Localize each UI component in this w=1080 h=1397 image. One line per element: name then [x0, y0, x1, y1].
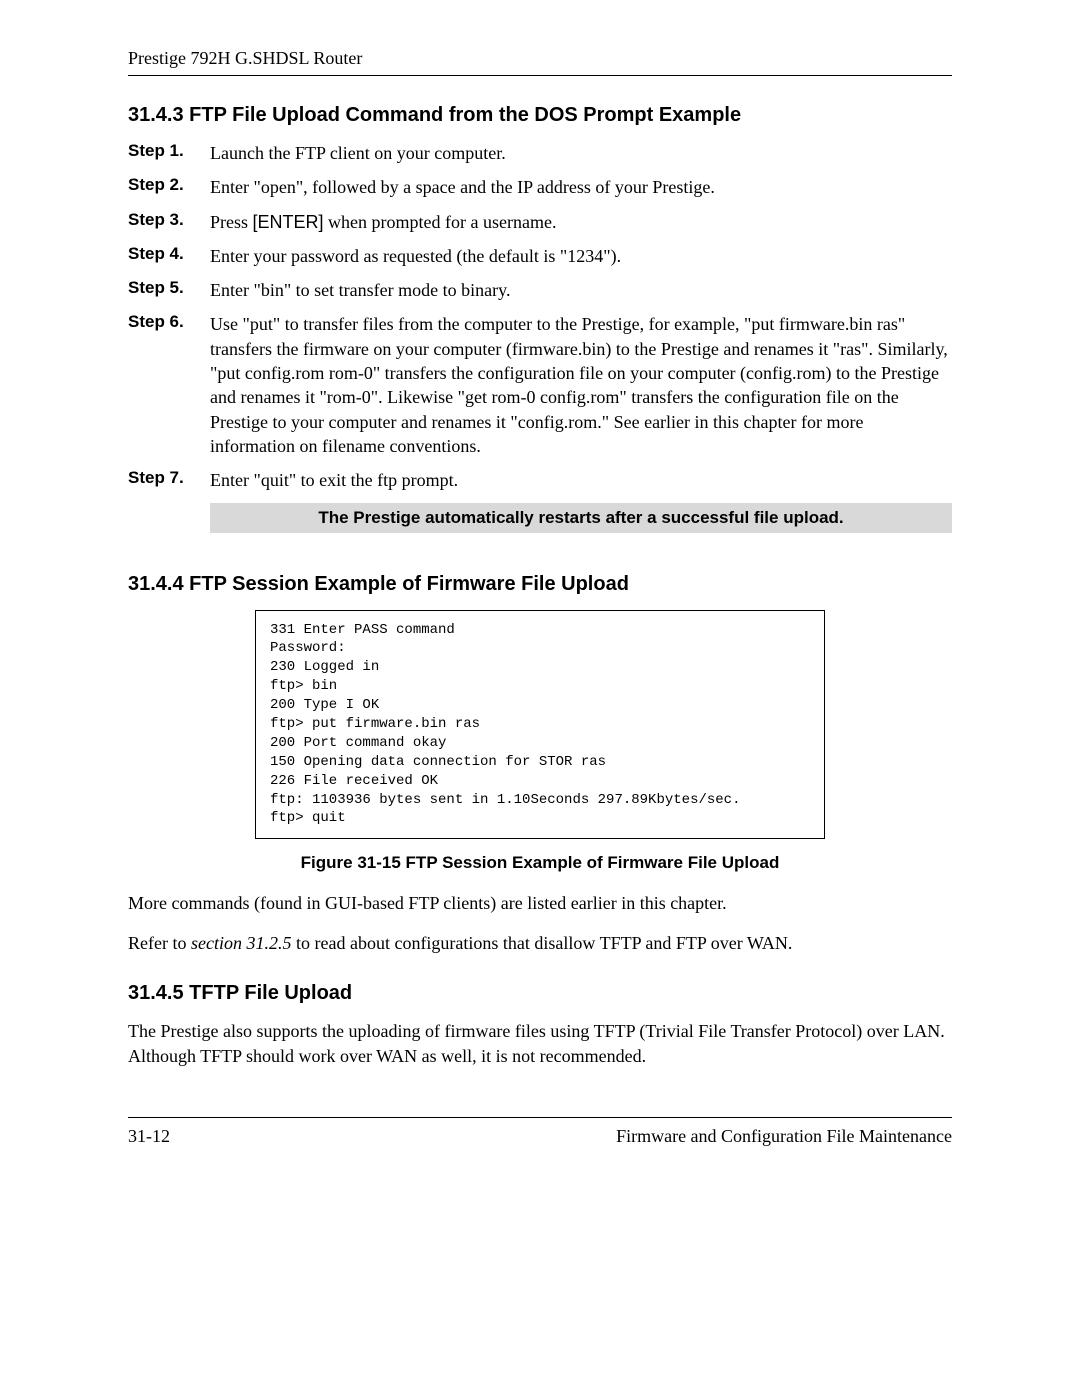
para-text: Refer to	[128, 933, 191, 953]
step-row: Step 1. Launch the FTP client on your co…	[128, 141, 952, 165]
running-header: Prestige 792H G.SHDSL Router	[128, 48, 952, 76]
section-title: TFTP File Upload	[189, 982, 352, 1004]
step-row: Step 4. Enter your password as requested…	[128, 244, 952, 268]
step-row: Step 6. Use "put" to transfer files from…	[128, 312, 952, 458]
section-heading-3144: 31.4.4 FTP Session Example of Firmware F…	[128, 573, 952, 596]
step-row: Step 7. Enter "quit" to exit the ftp pro…	[128, 468, 952, 492]
step-label: Step 7.	[128, 468, 210, 488]
section-title: FTP File Upload Command from the DOS Pro…	[189, 104, 741, 126]
step-body: Enter "open", followed by a space and th…	[210, 175, 952, 199]
footer-chapter-title: Firmware and Configuration File Maintena…	[616, 1126, 952, 1147]
step-row: Step 2. Enter "open", followed by a spac…	[128, 175, 952, 199]
step-label: Step 1.	[128, 141, 210, 161]
step-label: Step 6.	[128, 312, 210, 332]
section-number: 31.4.3	[128, 104, 184, 126]
step-body: Enter your password as requested (the de…	[210, 244, 952, 268]
section-number: 31.4.4	[128, 573, 184, 595]
body-paragraph: The Prestige also supports the uploading…	[128, 1019, 952, 1069]
step-body: Enter "bin" to set transfer mode to bina…	[210, 278, 952, 302]
step-label: Step 5.	[128, 278, 210, 298]
step-label: Step 3.	[128, 210, 210, 230]
body-paragraph: More commands (found in GUI-based FTP cl…	[128, 891, 952, 916]
para-text: to read about configurations that disall…	[291, 933, 792, 953]
step-body: Press [ENTER] when prompted for a userna…	[210, 210, 952, 234]
steps-list: Step 1. Launch the FTP client on your co…	[128, 141, 952, 493]
page-number: 31-12	[128, 1126, 170, 1147]
section-title: FTP Session Example of Firmware File Upl…	[189, 573, 629, 595]
body-paragraph: Refer to section 31.2.5 to read about co…	[128, 931, 952, 956]
step-body: Use "put" to transfer files from the com…	[210, 312, 952, 458]
step-row: Step 5. Enter "bin" to set transfer mode…	[128, 278, 952, 302]
section-number: 31.4.5	[128, 982, 184, 1004]
step-body-suffix: when prompted for a username.	[324, 212, 557, 232]
section-heading-3145: 31.4.5 TFTP File Upload	[128, 982, 952, 1005]
step-body: Enter "quit" to exit the ftp prompt.	[210, 468, 952, 492]
code-example-box: 331 Enter PASS command Password: 230 Log…	[255, 610, 825, 840]
section-heading-3143: 31.4.3 FTP File Upload Command from the …	[128, 104, 952, 127]
step-body-prefix: Press	[210, 212, 253, 232]
spacer	[128, 533, 952, 563]
step-row: Step 3. Press [ENTER] when prompted for …	[128, 210, 952, 234]
page-content: Prestige 792H G.SHDSL Router 31.4.3 FTP …	[128, 48, 952, 1147]
step-label: Step 4.	[128, 244, 210, 264]
note-box: The Prestige automatically restarts afte…	[210, 503, 952, 533]
page-footer: 31-12 Firmware and Configuration File Ma…	[128, 1117, 952, 1147]
step-body-keyword: [ENTER]	[253, 212, 324, 232]
section-reference: section 31.2.5	[191, 933, 292, 953]
step-label: Step 2.	[128, 175, 210, 195]
step-body: Launch the FTP client on your computer.	[210, 141, 952, 165]
figure-caption: Figure 31-15 FTP Session Example of Firm…	[128, 853, 952, 873]
